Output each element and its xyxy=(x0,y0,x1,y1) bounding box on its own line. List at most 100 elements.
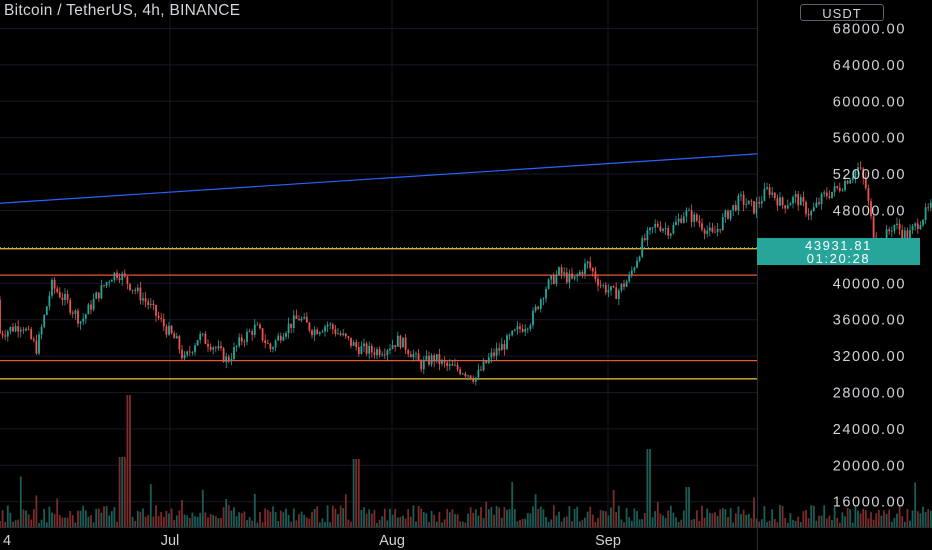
candle xyxy=(339,330,342,337)
candle xyxy=(602,283,605,289)
volume-bar xyxy=(711,513,714,527)
volume-bar xyxy=(22,509,25,527)
candle xyxy=(805,200,807,218)
volume-bar xyxy=(264,508,267,527)
volume-bar xyxy=(69,510,72,527)
candle xyxy=(175,332,178,339)
time-axis[interactable]: 4 Jul Aug Sep xyxy=(3,533,621,549)
candle xyxy=(290,323,293,334)
currency-button[interactable]: USDT xyxy=(800,4,884,21)
candle xyxy=(513,328,516,332)
volume-bar xyxy=(610,507,612,527)
candle xyxy=(490,348,493,363)
candle xyxy=(305,312,308,323)
candle xyxy=(6,329,9,342)
candle xyxy=(493,348,495,360)
candle xyxy=(656,220,659,228)
candle xyxy=(459,367,462,376)
candle xyxy=(646,227,649,247)
volume-bar xyxy=(506,509,508,527)
candle xyxy=(867,184,870,206)
volume-bar xyxy=(469,507,472,527)
volume-bar xyxy=(721,508,724,527)
volume-bar xyxy=(893,517,896,527)
volume-bar xyxy=(415,521,417,527)
candle xyxy=(409,351,412,358)
candle xyxy=(612,284,615,289)
candle xyxy=(308,321,311,333)
candle xyxy=(571,267,573,280)
volume-bar xyxy=(695,510,698,527)
volume-bar xyxy=(45,522,48,527)
candle xyxy=(160,312,163,323)
candle xyxy=(116,269,118,281)
volume-bar xyxy=(909,520,911,527)
candle xyxy=(643,233,646,242)
volume-bar xyxy=(542,509,545,527)
trendline[interactable] xyxy=(0,153,758,204)
volume-bar xyxy=(435,521,438,527)
candle xyxy=(794,190,797,204)
volume-bar xyxy=(108,515,111,527)
candle xyxy=(61,292,64,306)
volume-bar xyxy=(792,519,794,527)
volume-bar xyxy=(797,516,800,527)
volume-bar xyxy=(157,516,160,527)
candle xyxy=(269,342,272,353)
candle xyxy=(734,200,737,212)
candle xyxy=(17,320,20,338)
volume-bar xyxy=(155,505,157,527)
volume-bar xyxy=(209,514,212,527)
candle xyxy=(573,276,576,281)
candle xyxy=(43,314,46,329)
volume-bar xyxy=(342,508,345,527)
price-tick-label: 20000.00 xyxy=(833,458,906,474)
volume-bar xyxy=(142,508,144,527)
candle xyxy=(430,353,433,368)
candle xyxy=(594,266,597,283)
candle xyxy=(721,213,724,232)
candle xyxy=(225,352,228,369)
candle xyxy=(781,196,784,210)
volume-bar xyxy=(828,515,831,527)
volume-bar xyxy=(402,515,404,527)
volume-bar xyxy=(32,509,35,527)
candle xyxy=(79,320,82,330)
volume-bar xyxy=(924,511,927,527)
volume-bar xyxy=(370,513,373,527)
volume-bar xyxy=(779,505,781,527)
candle xyxy=(747,200,750,205)
volume-bar xyxy=(27,514,30,527)
volume-bar xyxy=(17,519,20,527)
price-tick-label: 16000.00 xyxy=(833,495,906,511)
volume-bar xyxy=(669,505,672,527)
candle xyxy=(149,298,152,309)
candle xyxy=(864,172,867,191)
volume-bar xyxy=(147,514,150,527)
volume-bar xyxy=(459,521,462,527)
volume-bar xyxy=(742,509,745,527)
volume-bar xyxy=(425,513,428,527)
candle xyxy=(324,324,326,337)
price-axis[interactable]: 68000.00 64000.00 60000.00 56000.00 52000.00… xyxy=(833,22,906,511)
candle xyxy=(519,322,521,334)
volume-bar xyxy=(110,511,113,527)
candle xyxy=(113,272,116,283)
volume-bar xyxy=(646,449,649,527)
volume-bar xyxy=(547,521,550,527)
candle xyxy=(136,284,139,294)
volume-bar xyxy=(212,515,215,527)
candle xyxy=(662,227,664,234)
candle xyxy=(399,334,402,350)
volume-bar xyxy=(25,510,27,527)
candle xyxy=(695,212,698,223)
volume-bar xyxy=(906,509,909,527)
volume-bar xyxy=(126,395,129,527)
candle xyxy=(134,287,137,295)
candle xyxy=(303,313,306,320)
candle xyxy=(846,179,849,185)
volume-bar xyxy=(51,512,53,527)
candle xyxy=(378,346,381,358)
candle xyxy=(685,207,688,223)
